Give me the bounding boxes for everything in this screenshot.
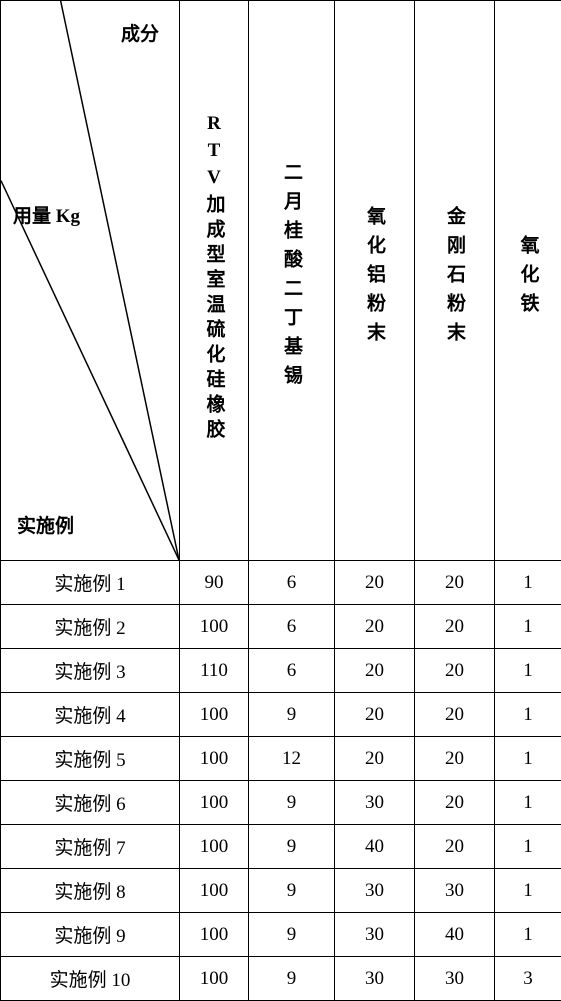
table-row: 实施例 10 100 9 30 30 3 bbox=[1, 957, 561, 1001]
row-name: 实施例 4 bbox=[1, 693, 180, 737]
table-row: 实施例 4 100 9 20 20 1 bbox=[1, 693, 561, 737]
cell: 20 bbox=[335, 561, 415, 605]
cell: 20 bbox=[415, 561, 495, 605]
cell: 9 bbox=[249, 825, 335, 869]
cell: 40 bbox=[335, 825, 415, 869]
cell: 90 bbox=[180, 561, 249, 605]
cell: 3 bbox=[495, 957, 561, 1001]
cell: 1 bbox=[495, 605, 561, 649]
column-header-ironoxide: 氧化铁 bbox=[495, 1, 561, 561]
row-name: 实施例 2 bbox=[1, 605, 180, 649]
column-header-rtv: RTV加成型室温硫化硅橡胶 bbox=[180, 1, 249, 561]
cell: 100 bbox=[180, 825, 249, 869]
row-name: 实施例 1 bbox=[1, 561, 180, 605]
cell: 100 bbox=[180, 693, 249, 737]
table-row: 实施例 8 100 9 30 30 1 bbox=[1, 869, 561, 913]
composition-table: 成分 用量 Kg 实施例 RTV加成型室温硫化硅橡胶 二月桂酸二丁基锡 氧化铝粉… bbox=[0, 0, 561, 1001]
table-row: 实施例 6 100 9 30 20 1 bbox=[1, 781, 561, 825]
cell: 9 bbox=[249, 869, 335, 913]
cell: 1 bbox=[495, 737, 561, 781]
cell: 20 bbox=[415, 825, 495, 869]
cell: 6 bbox=[249, 605, 335, 649]
table-row: 实施例 2 100 6 20 20 1 bbox=[1, 605, 561, 649]
cell: 30 bbox=[335, 869, 415, 913]
diagonal-header-cell: 成分 用量 Kg 实施例 bbox=[1, 1, 180, 561]
cell: 1 bbox=[495, 693, 561, 737]
cell: 20 bbox=[335, 737, 415, 781]
cell: 9 bbox=[249, 693, 335, 737]
cell: 20 bbox=[415, 737, 495, 781]
cell: 1 bbox=[495, 649, 561, 693]
cell: 1 bbox=[495, 781, 561, 825]
cell: 30 bbox=[415, 957, 495, 1001]
header-mid-label: 用量 Kg bbox=[13, 201, 80, 228]
cell: 1 bbox=[495, 869, 561, 913]
table-row: 实施例 9 100 9 30 40 1 bbox=[1, 913, 561, 957]
cell: 20 bbox=[415, 605, 495, 649]
column-header-dibutyltin: 二月桂酸二丁基锡 bbox=[249, 1, 335, 561]
cell: 12 bbox=[249, 737, 335, 781]
cell: 1 bbox=[495, 913, 561, 957]
cell: 20 bbox=[415, 649, 495, 693]
cell: 9 bbox=[249, 913, 335, 957]
row-name: 实施例 7 bbox=[1, 825, 180, 869]
cell: 20 bbox=[415, 693, 495, 737]
table-row: 实施例 5 100 12 20 20 1 bbox=[1, 737, 561, 781]
cell: 100 bbox=[180, 913, 249, 957]
cell: 100 bbox=[180, 605, 249, 649]
row-name: 实施例 10 bbox=[1, 957, 180, 1001]
cell: 100 bbox=[180, 869, 249, 913]
cell: 30 bbox=[335, 957, 415, 1001]
cell: 6 bbox=[249, 649, 335, 693]
diagonal-lines bbox=[1, 1, 179, 560]
cell: 9 bbox=[249, 781, 335, 825]
column-header-alumina: 氧化铝粉末 bbox=[335, 1, 415, 561]
header-bottom-label: 实施例 bbox=[17, 511, 74, 538]
cell: 20 bbox=[415, 781, 495, 825]
row-name: 实施例 5 bbox=[1, 737, 180, 781]
cell: 100 bbox=[180, 737, 249, 781]
table-row: 实施例 7 100 9 40 20 1 bbox=[1, 825, 561, 869]
cell: 100 bbox=[180, 957, 249, 1001]
row-name: 实施例 3 bbox=[1, 649, 180, 693]
table-body: 实施例 1 90 6 20 20 1 实施例 2 100 6 20 20 1 实… bbox=[1, 561, 561, 1001]
row-name: 实施例 9 bbox=[1, 913, 180, 957]
table-row: 实施例 3 110 6 20 20 1 bbox=[1, 649, 561, 693]
cell: 20 bbox=[335, 649, 415, 693]
row-name: 实施例 8 bbox=[1, 869, 180, 913]
cell: 40 bbox=[415, 913, 495, 957]
cell: 110 bbox=[180, 649, 249, 693]
cell: 100 bbox=[180, 781, 249, 825]
cell: 30 bbox=[335, 781, 415, 825]
cell: 20 bbox=[335, 693, 415, 737]
cell: 9 bbox=[249, 957, 335, 1001]
table-row: 实施例 1 90 6 20 20 1 bbox=[1, 561, 561, 605]
cell: 6 bbox=[249, 561, 335, 605]
cell: 30 bbox=[415, 869, 495, 913]
cell: 1 bbox=[495, 561, 561, 605]
row-name: 实施例 6 bbox=[1, 781, 180, 825]
cell: 20 bbox=[335, 605, 415, 649]
cell: 1 bbox=[495, 825, 561, 869]
header-top-label: 成分 bbox=[121, 19, 159, 46]
cell: 30 bbox=[335, 913, 415, 957]
column-header-diamond: 金刚石粉末 bbox=[415, 1, 495, 561]
